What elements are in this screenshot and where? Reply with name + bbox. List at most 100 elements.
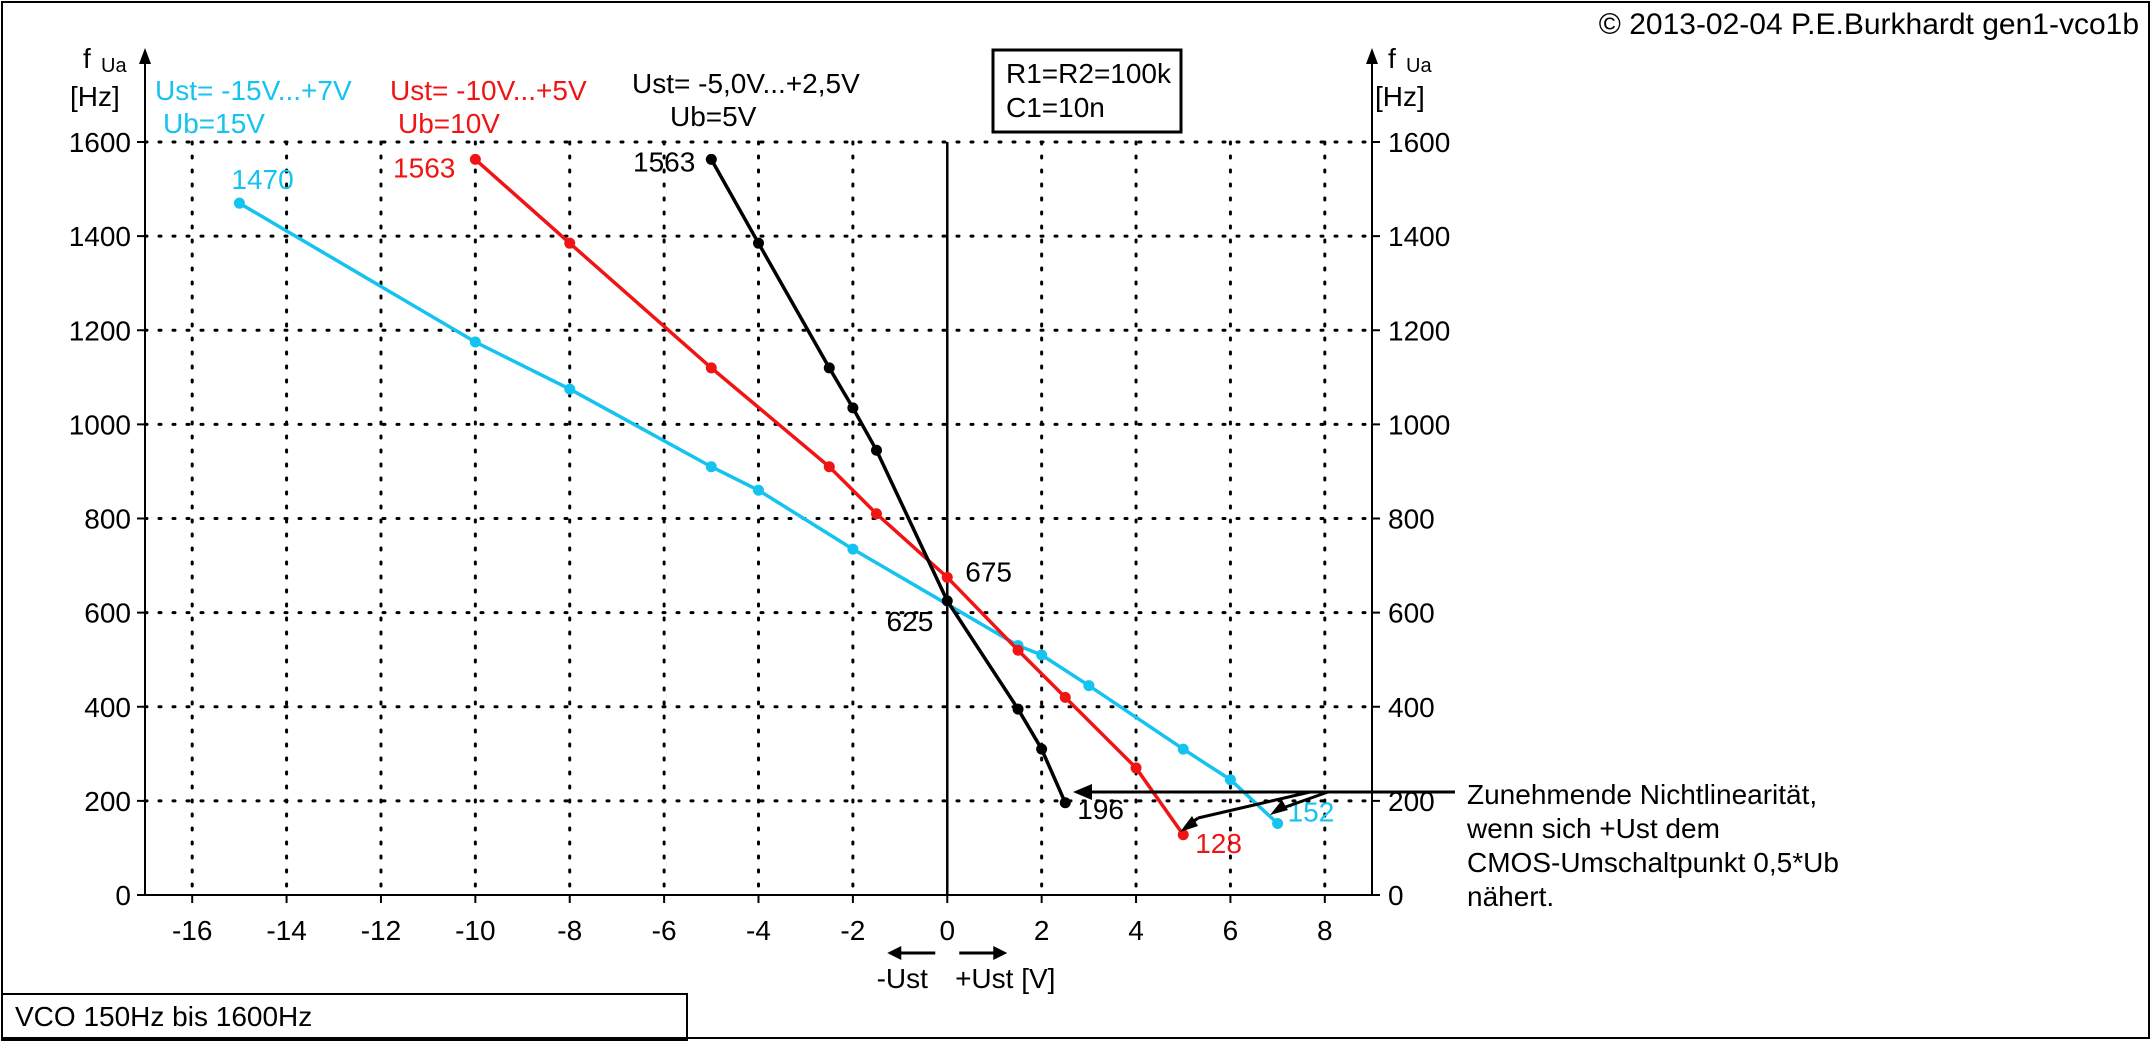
y-axis-arrow	[1366, 48, 1378, 64]
legend-entry: Ust= -15V...+7V	[155, 75, 352, 106]
data-point	[564, 237, 576, 249]
x-axis-label-minus: -Ust	[877, 963, 929, 994]
x-tick-label: 2	[1034, 915, 1050, 946]
y-axis-title-left-f: f	[83, 43, 91, 74]
data-point	[1059, 797, 1071, 809]
x-tick-label: -16	[172, 915, 212, 946]
params-box-line: C1=10n	[1006, 92, 1105, 123]
annotation-line: CMOS-Umschaltpunkt 0,5*Ub	[1467, 847, 1839, 878]
series-start-label: 1563	[633, 146, 695, 177]
series-start-label: 1470	[231, 164, 293, 195]
zero-value-label: 675	[965, 556, 1012, 587]
data-point	[753, 237, 764, 249]
data-point	[941, 595, 953, 607]
caption-box: VCO 150Hz bis 1600Hz	[1, 993, 688, 1041]
data-point	[233, 197, 245, 209]
x-tick-label: -14	[266, 915, 306, 946]
data-point	[1224, 774, 1236, 786]
series-line	[474, 158, 1185, 836]
x-tick-label: -8	[557, 915, 582, 946]
data-point	[1036, 649, 1048, 661]
series-end-label: 128	[1195, 828, 1242, 859]
y-tick-label-left: 1600	[69, 127, 131, 158]
params-box-line: R1=R2=100k	[1006, 58, 1172, 89]
x-tick-label: -12	[361, 915, 401, 946]
y-tick-label-left: 1400	[69, 221, 131, 252]
y-axis-title-right-f: f	[1388, 43, 1396, 74]
annotation-line: wenn sich +Ust dem	[1466, 813, 1720, 844]
x-axis-label-plus: +Ust [V]	[955, 963, 1055, 994]
y-axis-title-left-sub: Ua	[101, 55, 127, 77]
x-tick-label: 8	[1317, 915, 1333, 946]
copyright-notice: © 2013-02-04 P.E.Burkhardt gen1-vco1b	[1598, 8, 2139, 41]
legend-entry-sub: Ub=5V	[670, 101, 757, 132]
x-tick-label: 6	[1223, 915, 1239, 946]
y-tick-label-left: 400	[84, 692, 131, 723]
annotation-arrowhead-red	[1180, 816, 1198, 832]
params-box	[991, 48, 1183, 134]
plus-arrow-head	[993, 946, 1008, 960]
data-point	[870, 508, 882, 520]
annotations: Zunehmende Nichtlinearität,wenn sich +Us…	[1073, 779, 1839, 912]
y-tick-label-right: 800	[1388, 504, 1435, 535]
series-end-label: 152	[1288, 796, 1335, 827]
y-tick-label-right: 1000	[1388, 409, 1450, 440]
series-line	[238, 201, 1279, 825]
y-tick-label-left: 1200	[69, 315, 131, 346]
x-tick-label: -4	[746, 915, 771, 946]
data-point	[870, 444, 882, 456]
series-end-label: 196	[1077, 794, 1124, 825]
legend-entry: Ust= -10V...+5V	[390, 75, 587, 106]
y-tick-label-right: 0	[1388, 880, 1404, 911]
data-point	[1177, 829, 1189, 841]
y-tick-label-right: 1200	[1388, 315, 1450, 346]
y-tick-label-left: 800	[84, 504, 131, 535]
data-point	[469, 153, 481, 165]
y-tick-label-left: 600	[84, 598, 131, 629]
data-point	[705, 461, 717, 473]
data-point	[753, 484, 764, 496]
annotation-arrowhead	[1073, 784, 1092, 800]
y-tick-label-right: 600	[1388, 598, 1435, 629]
y-tick-label-right: 1600	[1388, 127, 1450, 158]
data-point	[564, 383, 576, 395]
x-tick-label: -2	[840, 915, 865, 946]
series-start-label: 1563	[393, 152, 455, 183]
legend-entry: Ust= -5,0V...+2,5V	[632, 68, 860, 99]
data-point	[823, 362, 835, 374]
data-point	[1177, 743, 1189, 755]
caption-text: VCO 150Hz bis 1600Hz	[15, 1001, 313, 1032]
data-point	[823, 461, 835, 473]
y-tick-label-left: 200	[84, 786, 131, 817]
annotation-arrow-red	[1197, 790, 1311, 820]
data-point	[1012, 703, 1024, 715]
data-point	[1012, 644, 1024, 656]
y-axis-title-left-unit: [Hz]	[70, 81, 120, 112]
data-point	[1130, 762, 1142, 774]
data-point	[705, 362, 717, 374]
x-tick-label: 0	[939, 915, 955, 946]
data-point	[847, 543, 859, 555]
data-point	[1036, 743, 1048, 755]
data-point	[1083, 680, 1095, 692]
data-point	[847, 402, 859, 414]
y-tick-label-left: 1000	[69, 409, 131, 440]
legend-entry-sub: Ub=15V	[163, 108, 265, 139]
y-axis-title-right-unit: [Hz]	[1375, 81, 1425, 112]
annotation-arrowhead-cyan	[1270, 800, 1288, 815]
y-tick-label-right: 400	[1388, 692, 1435, 723]
data-point	[941, 571, 953, 583]
data-point	[1272, 817, 1284, 829]
x-tick-label: -6	[652, 915, 677, 946]
axes	[139, 48, 1378, 896]
grid-lines	[143, 140, 1374, 897]
y-axis-arrow	[139, 48, 151, 64]
minus-arrow-head	[887, 946, 902, 960]
legend-entry-sub: Ub=10V	[398, 108, 500, 139]
y-tick-label-left: 0	[115, 880, 131, 911]
y-axis-title-right-sub: Ua	[1406, 55, 1432, 77]
data-point	[469, 336, 481, 348]
